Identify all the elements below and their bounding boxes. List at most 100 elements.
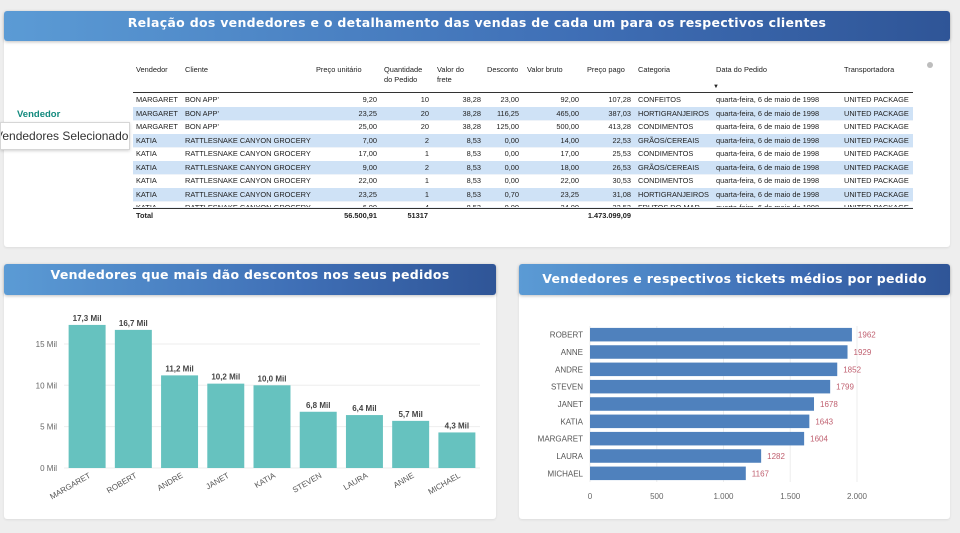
table-row[interactable]: KATIA RATTLESNAKE CANYON GROCERY 9,00 2 8,53… <box>133 160 913 175</box>
bar-janet[interactable] <box>590 397 815 411</box>
data-label: 11,2 Mil <box>165 364 193 373</box>
x-tick-label: ANDRE <box>156 471 185 493</box>
table-row[interactable]: MARGARET BON APP' 23,25 20 38,28 116,25 465,00… <box>133 106 913 121</box>
total-label: Total <box>136 211 154 220</box>
cell-categoria: FRUTOS DO MAR <box>638 203 700 208</box>
col-header-cliente[interactable]: Cliente <box>185 65 209 74</box>
cell-valor-frete: 38,28 <box>462 95 482 104</box>
vendedor-slicer-tooltip-text: Vendedores Selecionado <box>0 129 129 143</box>
cell-vendedor: KATIA <box>136 149 157 158</box>
vendedor-slicer-tooltip[interactable]: Vendedores Selecionado <box>0 122 130 150</box>
cell-vendedor: KATIA <box>136 162 157 172</box>
more-options-dot[interactable] <box>927 62 933 68</box>
bar-michael[interactable] <box>590 466 746 481</box>
cell-transportadora: UNITED PACKAGE <box>844 135 909 145</box>
table-row[interactable]: KATIA RATTLESNAKE CANYON GROCERY 7,00 2 8,53… <box>133 133 913 148</box>
bar-janet[interactable] <box>207 383 245 468</box>
col-header-preco-pago[interactable]: Preço pago <box>587 65 625 74</box>
cell-preco-pago: 22,53 <box>612 135 632 145</box>
data-label: 1678 <box>820 400 838 409</box>
x-tick-label: 2.000 <box>847 492 868 501</box>
col-header-desconto[interactable]: Desconto <box>487 65 519 74</box>
cell-vendedor: MARGARET <box>136 108 178 118</box>
table-row[interactable]: KATIA RATTLESNAKE CANYON GROCERY 23,25 1 8,5… <box>133 187 913 202</box>
bar-katia[interactable] <box>253 385 291 468</box>
data-label: 10,2 Mil <box>211 373 240 382</box>
cell-valor-bruto: 22,00 <box>560 176 580 185</box>
bar-steven[interactable] <box>590 379 831 394</box>
cell-preco-unitario: 9,20 <box>362 95 377 104</box>
cell-quantidade: 20 <box>420 108 429 118</box>
cell-transportadora: UNITED PACKAGE <box>844 149 909 158</box>
bar-laura[interactable] <box>590 449 762 463</box>
data-label: 5,7 Mil <box>398 410 422 419</box>
cell-valor-bruto: 18,00 <box>560 162 580 172</box>
col-header-vendedor[interactable]: Vendedor <box>136 65 168 74</box>
col-header-quantidade[interactable]: Quantidade do Pedido <box>384 65 423 84</box>
data-label: 1604 <box>810 435 828 444</box>
bar-laura[interactable] <box>345 415 383 468</box>
col-header-data-pedido[interactable]: Data do Pedido <box>716 65 767 74</box>
cell-vendedor: MARGARET <box>136 95 178 104</box>
cell-categoria: CONDIMENTOS <box>638 122 694 131</box>
cell-preco-pago: 30,53 <box>612 176 632 185</box>
cell-transportadora: UNITED PACKAGE <box>844 189 909 199</box>
table-total-row: Total 56.500,91 51317 1.473.099,09 <box>133 208 913 235</box>
cell-desconto: 0,00 <box>504 135 519 145</box>
cell-preco-pago: 413,28 <box>608 122 631 131</box>
bar-andre[interactable] <box>590 362 838 377</box>
cell-vendedor: KATIA <box>136 176 157 185</box>
bar-margaret[interactable] <box>68 324 106 468</box>
y-tick-label: 15 Mil <box>36 340 58 349</box>
bar-anne[interactable] <box>590 345 848 359</box>
cell-quantidade: 2 <box>424 135 429 145</box>
data-label: 1167 <box>752 469 770 478</box>
total-preco-pago: 1.473.099,09 <box>587 211 631 220</box>
x-tick-label: ROBERT <box>105 471 138 495</box>
y-tick-label: 10 Mil <box>36 381 58 390</box>
cell-preco-unitario: 23,25 <box>358 189 378 199</box>
bar-andre[interactable] <box>161 375 199 468</box>
cell-categoria: CONDIMENTOS <box>638 149 694 158</box>
table-row[interactable]: MARGARET BON APP' 9,20 10 38,28 23,00 92,00 107… <box>133 93 913 108</box>
bar-steven[interactable] <box>299 411 337 468</box>
cell-categoria: HORTIGRANJEIROS <box>638 108 709 118</box>
col-header-valor-bruto[interactable]: Valor bruto <box>527 65 563 74</box>
vendedor-slicer-title: Vendedor <box>17 109 61 120</box>
data-label: 17,3 Mil <box>73 314 102 323</box>
x-tick-label: 0 <box>588 492 593 501</box>
x-tick-label: 1.500 <box>780 492 801 501</box>
cell-data-pedido: quarta-feira, 6 de maio de 1998 <box>716 95 820 104</box>
x-tick-label: LAURA <box>342 471 370 492</box>
bar-katia[interactable] <box>590 414 810 429</box>
cell-transportadora: UNITED PACKAGE <box>844 122 909 131</box>
bar-robert[interactable] <box>114 329 152 468</box>
y-tick-label: JANET <box>558 400 583 409</box>
table-row[interactable]: KATIA RATTLESNAKE CANYON GROCERY 17,00 1 8,5… <box>133 147 913 162</box>
table-row[interactable]: KATIA RATTLESNAKE CANYON GROCERY 6,00 4 8,53… <box>133 201 913 208</box>
bar-anne[interactable] <box>392 420 430 468</box>
table-row[interactable]: MARGARET BON APP' 25,00 20 38,28 125,00 500,00… <box>133 120 913 135</box>
col-header-preco-unitario[interactable]: Preço unitário <box>316 65 362 74</box>
cell-vendedor: KATIA <box>136 135 157 145</box>
col-header-transportadora[interactable]: Transportadora <box>844 65 895 74</box>
cell-quantidade: 1 <box>424 176 429 185</box>
cell-cliente: BON APP' <box>185 108 219 118</box>
cell-valor-frete: 38,28 <box>462 108 482 118</box>
col-header-categoria[interactable]: Categoria <box>638 65 671 74</box>
cell-data-pedido: quarta-feira, 6 de maio de 1998 <box>716 189 820 199</box>
sales-detail-title: Relação dos vendedores e o detalhamento … <box>4 11 950 41</box>
cell-valor-frete: 8,53 <box>466 135 481 145</box>
cell-data-pedido: quarta-feira, 6 de maio de 1998 <box>716 149 820 158</box>
col-header-valor-frete[interactable]: Valor do frete <box>437 65 464 84</box>
cell-valor-bruto: 500,00 <box>556 122 579 131</box>
discount-bar-chart: 0 Mil 5 Mil 10 Mil 15 Mil 17,3 Mil MARGARET 16… <box>36 314 480 501</box>
cell-preco-unitario: 6,00 <box>362 203 377 208</box>
bar-michael[interactable] <box>438 432 476 468</box>
table-row[interactable]: KATIA RATTLESNAKE CANYON GROCERY 22,00 1 8,5… <box>133 174 913 189</box>
total-preco-unitario: 56.500,91 <box>344 211 377 220</box>
bar-robert[interactable] <box>590 327 852 342</box>
bar-margaret[interactable] <box>590 431 805 446</box>
cell-quantidade: 4 <box>424 203 429 208</box>
data-label: 6,4 Mil <box>352 404 376 413</box>
